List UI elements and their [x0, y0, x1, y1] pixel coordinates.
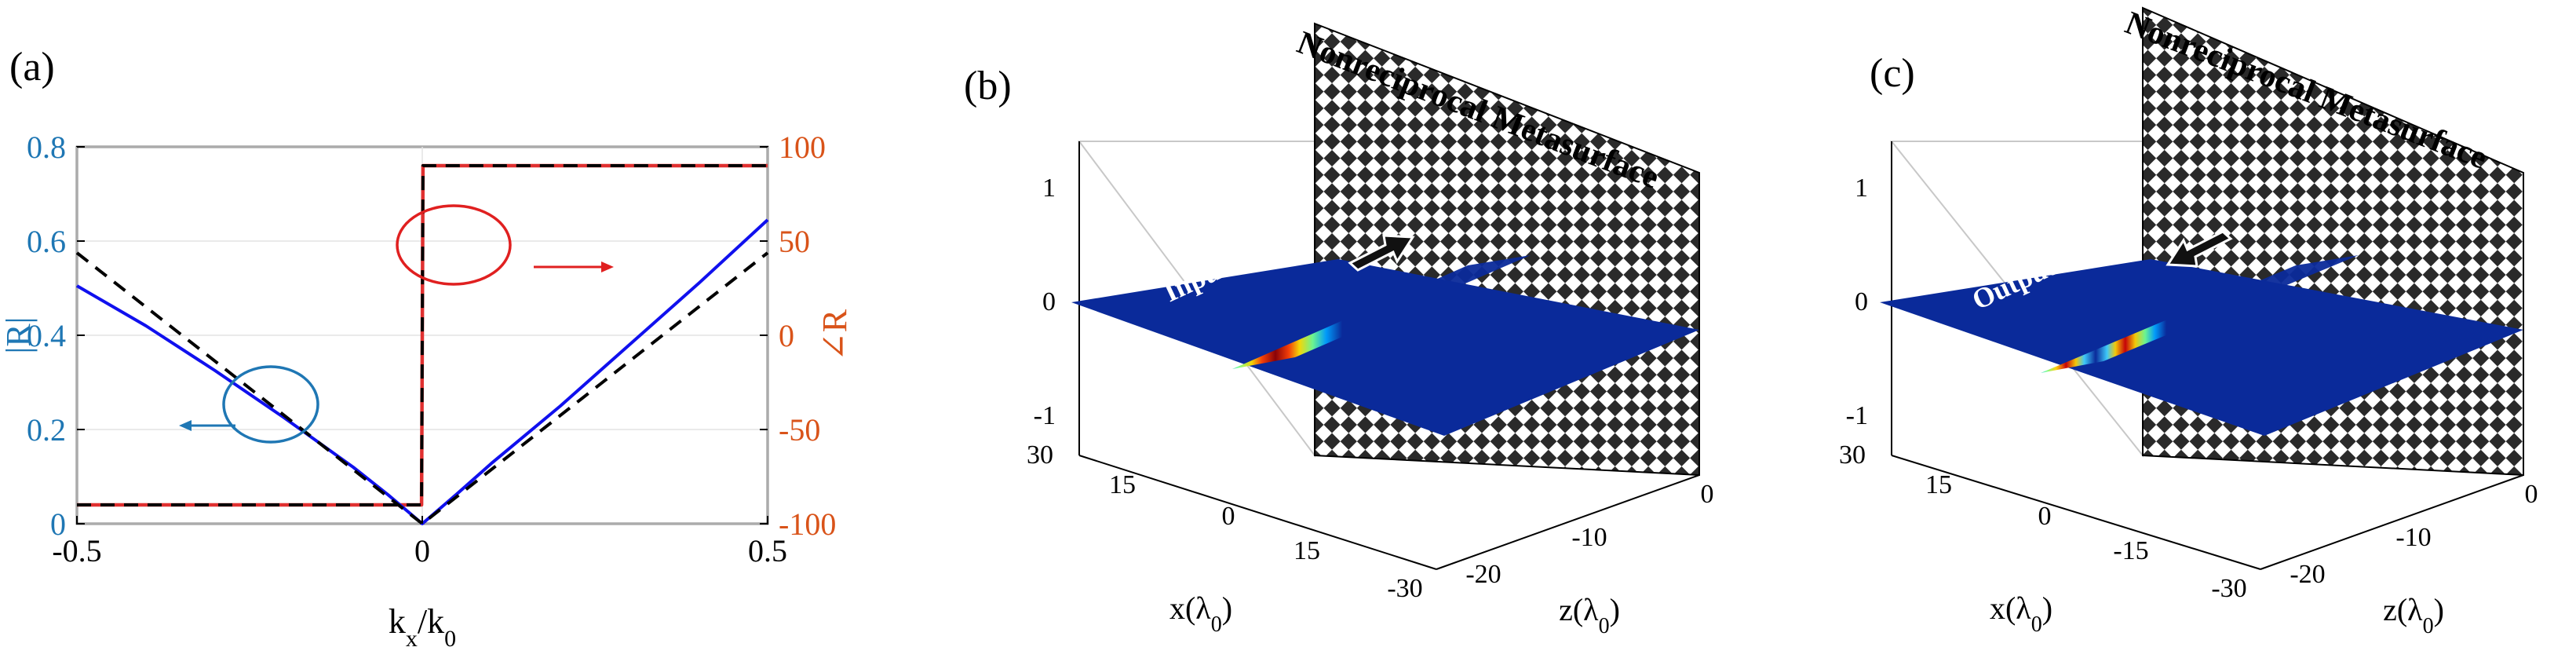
- z-axis-label-c: z(λ0): [2383, 592, 2444, 638]
- z-axis-line-b: [1436, 474, 1700, 570]
- y-tick-label-right: 100: [779, 130, 826, 165]
- x-tick-b-4: -30: [1387, 574, 1422, 603]
- x-tick-label: 0: [414, 533, 430, 568]
- x-tick-b-1: 15: [1109, 470, 1136, 499]
- y-tick-label-left: 0.8: [27, 130, 66, 165]
- x-tick-label: 0.5: [748, 533, 787, 568]
- phase-ellipse-annotation: [396, 204, 512, 286]
- v-tick-b-0: 0: [1042, 287, 1056, 316]
- y-axis-label-right: ∠R: [815, 309, 854, 361]
- z-axis-line-c: [2260, 474, 2524, 570]
- z-tick-c-0: -20: [2290, 560, 2325, 589]
- x-axis-label-b: x(λ0): [1169, 590, 1232, 637]
- x-axis-line-c: [1891, 455, 2261, 570]
- y-tick-label-right: 50: [779, 224, 810, 259]
- y-tick-label-left: 0: [50, 506, 66, 542]
- x-axis-label-c: x(λ0): [1990, 590, 2052, 637]
- x-tick-c-4: -30: [2211, 574, 2246, 603]
- gaussian-beam-b: [1232, 255, 1531, 369]
- y-tick-label-left: 0.4: [27, 318, 66, 353]
- right-arrow-head: [601, 261, 614, 272]
- x-tick-c-0: 30: [1839, 440, 1866, 470]
- x-axis-label-a: kx/k0: [389, 602, 456, 647]
- x-tick-c-3: -15: [2113, 536, 2148, 565]
- direction-arrow-b: [1348, 234, 1415, 272]
- x-tick-c-1: 15: [1925, 470, 1952, 499]
- magnitude-ellipse-annotation: [222, 365, 319, 444]
- series-phase-dashed-black: [77, 164, 768, 506]
- y-tick-label-right: 0: [779, 318, 794, 353]
- x-tick-label: -0.5: [52, 533, 101, 568]
- x-axis-line-b: [1078, 455, 1437, 570]
- direction-arrow-c: [2166, 230, 2233, 268]
- x-label-k: k: [389, 602, 406, 641]
- x-label-sub-x: x: [406, 626, 418, 647]
- v-tick-b-1: 1: [1042, 174, 1056, 203]
- v-tick-c-1: 1: [1855, 174, 1868, 203]
- y-axis-label-left: |R|: [0, 317, 38, 354]
- x-label-slash-k: /k: [418, 602, 444, 641]
- v-tick-b-neg1: -1: [1034, 401, 1056, 430]
- panel-label-c: (c): [1870, 51, 1915, 96]
- double-lobe-beam-c: [2041, 255, 2359, 373]
- x-tick-c-2: 0: [2038, 502, 2052, 531]
- x-tick-b-3: 15: [1293, 536, 1320, 565]
- field-plane-b: [1071, 259, 1699, 436]
- series-magnitude-dashed: [75, 251, 769, 525]
- z-tick-c-2: 0: [2525, 480, 2538, 509]
- z-tick-b-0: -20: [1465, 560, 1501, 589]
- panel-label-b: (b): [964, 64, 1012, 108]
- y-tick-label-left: 0.6: [27, 224, 66, 259]
- field-plane-c: [1880, 259, 2523, 436]
- z-tick-b-1: -10: [1571, 523, 1607, 552]
- y-tick-label-right: -50: [779, 412, 820, 448]
- x-tick-b-2: 0: [1222, 502, 1235, 531]
- left-arrow-head: [179, 420, 192, 431]
- panel-c: (c) Output field Nonreciprocal Metasurfa…: [1839, 5, 2538, 638]
- z-axis-label-b: z(λ0): [1559, 592, 1620, 638]
- x-label-sub-0: 0: [444, 626, 456, 647]
- y-tick-label-left: 0.2: [27, 412, 66, 448]
- panel-b: (b) Input field Nonreciprocal Metasurfac…: [964, 22, 1714, 638]
- panel-label-a: (a): [9, 45, 55, 90]
- y-tick-label-right: -100: [779, 506, 836, 542]
- x-tick-b-0: 30: [1027, 440, 1053, 470]
- v-tick-c-neg1: -1: [1846, 401, 1868, 430]
- v-tick-c-0: 0: [1855, 287, 1868, 316]
- z-tick-c-1: -10: [2395, 523, 2431, 552]
- z-tick-b-2: 0: [1701, 480, 1714, 509]
